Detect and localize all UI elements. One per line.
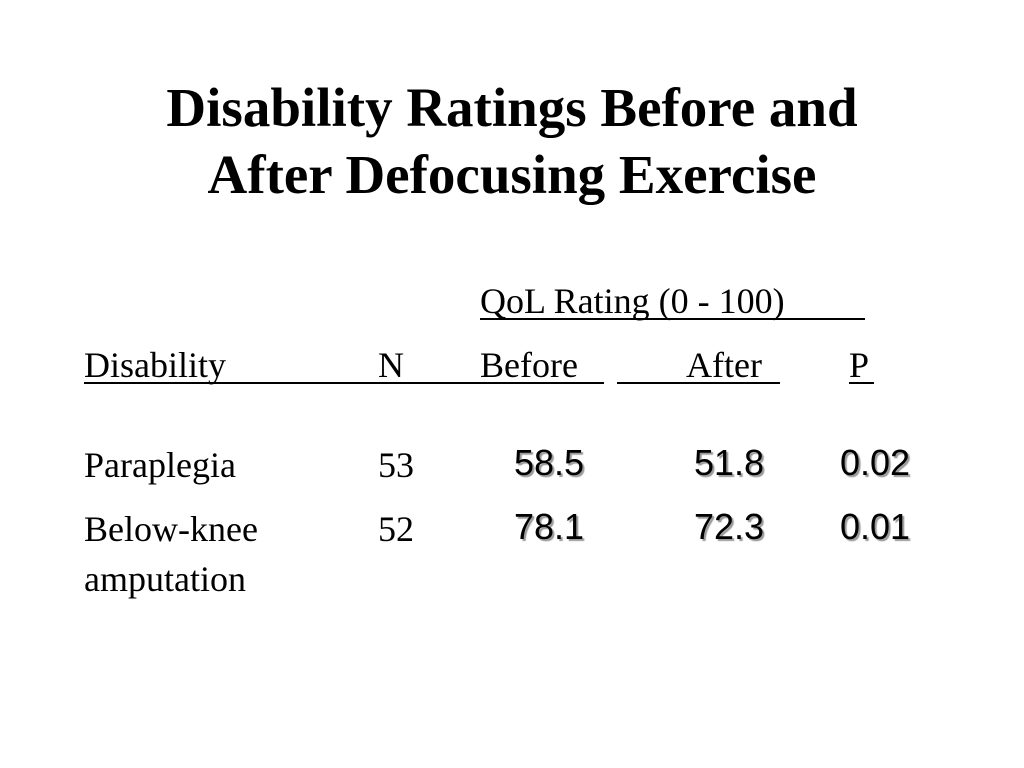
column-header-n: N <box>378 345 404 385</box>
column-header-before: Before <box>480 345 578 385</box>
column-header-disability: Disability <box>84 345 226 385</box>
row-n: 53 <box>378 445 414 485</box>
row-after-value: 51.8 <box>694 442 765 483</box>
header-underline-after <box>617 382 780 384</box>
row-n: 52 <box>378 509 414 549</box>
qol-group-header-underline <box>480 318 865 320</box>
row-after-value: 72.3 <box>694 506 765 547</box>
row-before-value: 78.1 <box>514 506 585 547</box>
header-underline-p <box>849 382 874 384</box>
title-line-1: Disability Ratings Before and <box>166 77 858 138</box>
row-disability: Paraplegia <box>84 445 236 485</box>
row-before-value: 58.5 <box>514 442 585 483</box>
row-disability: Below-knee <box>84 509 258 549</box>
title-line-2: After Defocusing Exercise <box>207 144 817 205</box>
row-disability-continued: amputation <box>84 559 246 599</box>
slide-title: Disability Ratings Before and After Defo… <box>0 74 1024 208</box>
header-underline-main <box>84 382 604 384</box>
row-p-value: 0.01 <box>840 506 911 547</box>
column-header-p: P <box>849 345 870 385</box>
row-p-value: 0.02 <box>840 442 911 483</box>
qol-group-header: QoL Rating (0 - 100) <box>480 281 785 321</box>
column-header-after: After <box>686 345 762 385</box>
